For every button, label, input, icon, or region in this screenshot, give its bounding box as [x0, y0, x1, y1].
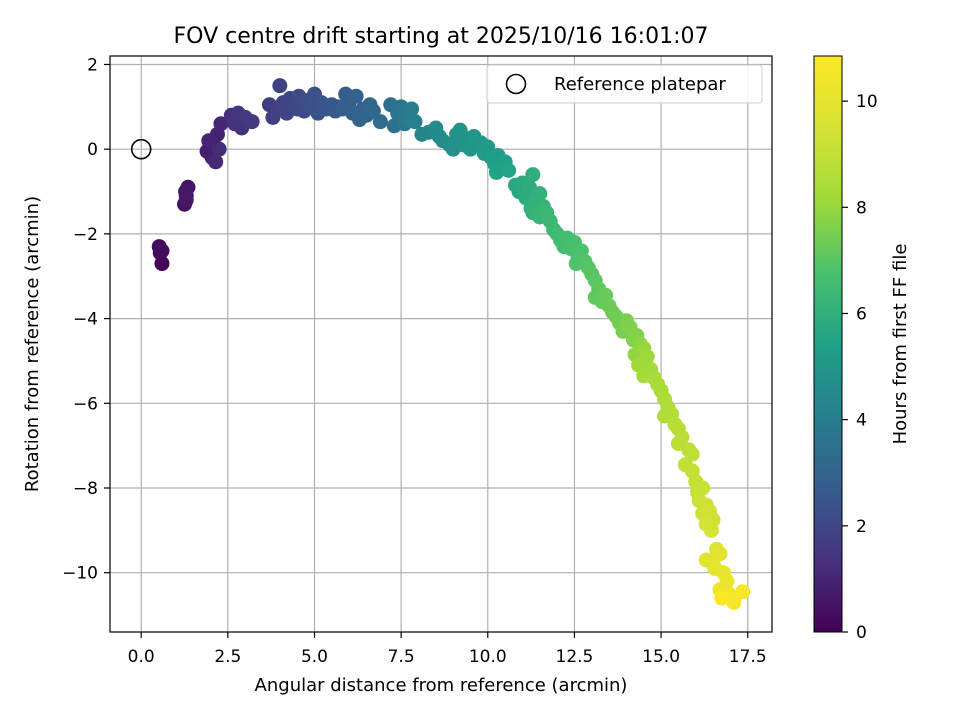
- y-axis-ticks: 2 0 −2 −4 −6 −8 −10: [62, 55, 110, 584]
- data-point: [211, 141, 227, 157]
- plot-frame: [109, 55, 773, 633]
- data-point: [488, 164, 504, 180]
- colorbar: 0 2 4 6 8 10 Hours from first FF file: [813, 55, 911, 643]
- y-tick-label: −2: [73, 225, 98, 245]
- data-point: [348, 88, 364, 104]
- x-axis-label: Angular distance from reference (arcmin): [255, 675, 628, 696]
- data-point: [208, 154, 224, 170]
- x-tick-label: 17.5: [729, 647, 767, 667]
- colorbar-tick-label: 2: [856, 517, 867, 537]
- colorbar-label: Hours from first FF file: [890, 244, 911, 445]
- legend: Reference platepar: [486, 64, 763, 104]
- data-point: [244, 114, 260, 130]
- x-tick-label: 0.0: [128, 647, 155, 667]
- data-point: [201, 133, 217, 149]
- x-tick-label: 5.0: [301, 647, 328, 667]
- data-point: [525, 167, 541, 183]
- y-tick-label: −6: [73, 394, 98, 414]
- colorbar-tick-label: 10: [856, 92, 878, 112]
- data-point: [372, 114, 388, 130]
- x-tick-label: 10.0: [469, 647, 507, 667]
- y-axis-label: Rotation from reference (arcmin): [22, 196, 43, 492]
- scatter-points: [151, 78, 751, 610]
- y-tick-label: −4: [73, 310, 98, 330]
- data-point: [407, 114, 423, 130]
- y-tick-label: −8: [73, 479, 98, 499]
- y-tick-label: 2: [87, 55, 98, 75]
- data-point: [712, 546, 728, 562]
- legend-marker-icon: [505, 73, 527, 95]
- colorbar-tick-label: 0: [856, 623, 867, 643]
- legend-label: Reference platepar: [554, 74, 726, 95]
- colorbar-tick-label: 8: [856, 198, 867, 218]
- legend-box: [486, 64, 763, 104]
- data-point: [735, 584, 751, 600]
- data-point: [703, 522, 719, 538]
- data-point: [532, 186, 548, 202]
- x-tick-label: 2.5: [214, 647, 241, 667]
- data-point: [272, 78, 288, 94]
- data-point: [154, 243, 170, 259]
- data-point: [684, 446, 700, 462]
- colorbar-tick-label: 4: [856, 411, 867, 431]
- data-point: [695, 480, 711, 496]
- chart-title: FOV centre drift starting at 2025/10/16 …: [174, 24, 709, 49]
- x-tick-label: 12.5: [556, 647, 594, 667]
- data-point: [404, 101, 420, 117]
- data-point: [714, 590, 730, 606]
- data-point: [501, 162, 517, 178]
- colorbar-ticks: 0 2 4 6 8 10: [842, 92, 878, 643]
- x-tick-label: 7.5: [388, 647, 415, 667]
- data-point: [178, 192, 194, 208]
- data-point: [365, 103, 381, 119]
- x-axis-ticks: 0.0 2.5 5.0 7.5 10.0 12.5 15.0 17.5: [128, 632, 767, 667]
- data-point: [726, 594, 742, 610]
- data-point: [213, 116, 229, 132]
- x-tick-label: 15.0: [642, 647, 680, 667]
- reference-platepar-marker: [130, 138, 152, 160]
- y-tick-label: −10: [62, 564, 98, 584]
- y-tick-label: 0: [87, 140, 98, 160]
- colorbar-gradient: [813, 55, 843, 633]
- colorbar-tick-label: 6: [856, 304, 867, 324]
